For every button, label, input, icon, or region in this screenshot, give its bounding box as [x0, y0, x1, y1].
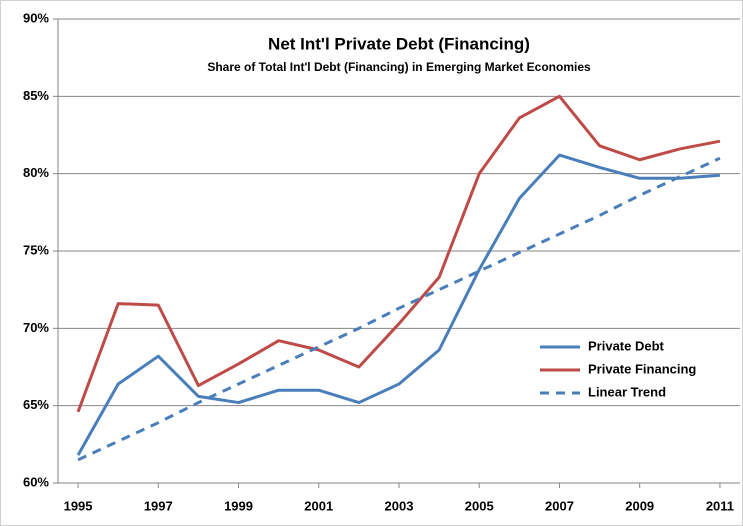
- x-tick-label: 1999: [224, 498, 253, 513]
- chart-subtitle: Share of Total Int'l Debt (Financing) in…: [207, 60, 591, 74]
- y-tick-label: 70%: [23, 320, 49, 335]
- x-tick-label: 2011: [706, 498, 734, 513]
- x-tick-label: 2007: [545, 498, 574, 513]
- y-tick-label: 90%: [23, 10, 49, 25]
- y-tick-label: 60%: [23, 474, 49, 489]
- series-line: [77, 156, 721, 462]
- y-tick-label: 75%: [23, 242, 49, 257]
- y-tick-label: 80%: [23, 165, 49, 180]
- x-tick-label: 2005: [465, 498, 494, 513]
- x-tick-label: 1997: [144, 498, 173, 513]
- series-line: [76, 153, 721, 456]
- x-tick-label: 2001: [304, 498, 333, 513]
- x-tick-label: 2003: [385, 498, 414, 513]
- x-tick-label: 1995: [64, 498, 93, 513]
- series-line: [76, 94, 721, 413]
- legend-label: Private Debt: [588, 338, 665, 353]
- legend-label: Linear Trend: [588, 384, 666, 399]
- legend-label: Private Financing: [588, 361, 696, 376]
- y-tick-label: 65%: [23, 397, 49, 412]
- x-tick-label: 2009: [625, 498, 654, 513]
- y-tick-label: 85%: [23, 88, 49, 103]
- chart-title: Net Int'l Private Debt (Financing): [268, 34, 530, 53]
